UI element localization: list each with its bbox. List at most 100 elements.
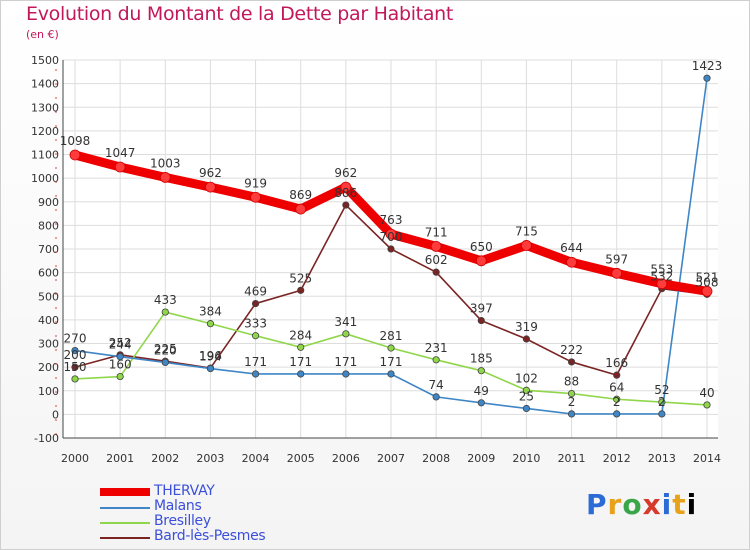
proxiti-logo: Proxiti xyxy=(586,488,697,521)
y-tick-label: 100 xyxy=(38,385,59,398)
data-label: 886 xyxy=(334,186,357,200)
data-label: 1423 xyxy=(692,59,723,73)
data-label: 74 xyxy=(429,378,444,392)
data-label: 196 xyxy=(199,349,222,363)
data-point xyxy=(613,395,621,403)
chart-title: Evolution du Montant de la Dette par Hab… xyxy=(26,3,454,25)
data-label: 284 xyxy=(289,328,312,342)
data-point xyxy=(251,299,260,308)
data-label: 2 xyxy=(658,395,666,409)
data-label: 2 xyxy=(613,395,621,409)
data-point xyxy=(656,278,668,290)
data-label: 711 xyxy=(425,225,448,239)
data-point xyxy=(432,356,440,364)
y-tick-label: 1000 xyxy=(31,172,59,185)
data-point xyxy=(387,370,395,378)
data-label: 194 xyxy=(199,350,222,364)
data-point xyxy=(432,393,440,401)
data-point xyxy=(567,389,576,398)
data-point xyxy=(205,181,216,193)
y-tick-label: 0 xyxy=(52,408,59,421)
data-label: 171 xyxy=(289,355,312,369)
data-label: 244 xyxy=(109,338,132,352)
data-point xyxy=(71,375,79,383)
data-label: 225 xyxy=(154,342,177,356)
data-label: 222 xyxy=(560,343,583,357)
data-label: 171 xyxy=(380,355,403,369)
data-point xyxy=(116,353,124,361)
x-tick-label: 2006 xyxy=(332,452,360,465)
legend-label-bard-les-pesmes: Bard-lès-Pesmes xyxy=(154,528,266,544)
data-point xyxy=(432,268,440,276)
x-tick-label: 2007 xyxy=(377,452,405,465)
data-label: 2 xyxy=(568,395,576,409)
data-point xyxy=(295,203,307,215)
x-tick-label: 2013 xyxy=(648,452,676,465)
legend-label-thervay: THERVAY xyxy=(154,483,215,499)
data-point xyxy=(658,410,666,418)
data-label: 160 xyxy=(109,358,132,372)
data-point xyxy=(161,358,169,366)
data-point xyxy=(114,161,126,173)
data-label: 869 xyxy=(289,188,312,202)
legend-swatch-bard-les-pesmes xyxy=(100,537,150,539)
data-point xyxy=(477,399,485,407)
data-label: 171 xyxy=(334,355,357,369)
y-tick-label: 1200 xyxy=(31,125,59,138)
data-point xyxy=(340,181,352,193)
data-label: 49 xyxy=(474,384,489,398)
logo-letter: t xyxy=(672,488,687,521)
data-label: 962 xyxy=(334,166,357,180)
data-label: 52 xyxy=(654,383,669,397)
data-label: 200 xyxy=(64,348,87,362)
logo-letter: P xyxy=(586,488,608,521)
x-tick-label: 2004 xyxy=(242,452,270,465)
data-point xyxy=(477,316,485,325)
data-point xyxy=(703,74,711,82)
x-tick-label: 2014 xyxy=(693,452,721,465)
logo-letter: i xyxy=(686,488,698,521)
legend-swatch-malans xyxy=(100,507,150,509)
data-point xyxy=(159,172,171,183)
y-tick-label: 500 xyxy=(38,290,59,303)
data-label: 433 xyxy=(154,293,177,307)
data-point xyxy=(703,401,711,409)
data-label: 644 xyxy=(560,241,583,255)
data-label: 469 xyxy=(244,285,267,299)
data-label: 171 xyxy=(244,355,267,369)
data-point xyxy=(566,256,577,268)
logo-letter: o xyxy=(622,488,643,521)
data-label: 553 xyxy=(650,263,673,277)
y-tick-label: 1400 xyxy=(31,78,59,91)
data-point xyxy=(297,370,305,378)
data-point xyxy=(206,320,215,328)
data-point xyxy=(116,372,124,381)
data-label: 319 xyxy=(515,320,538,334)
chart-subtitle: (en €) xyxy=(26,28,59,41)
y-tick-label: 900 xyxy=(38,196,59,209)
x-tick-label: 2008 xyxy=(422,452,450,465)
logo-letter: x xyxy=(642,488,662,521)
data-label: 602 xyxy=(425,253,448,267)
data-point xyxy=(521,240,532,251)
data-point xyxy=(71,346,79,355)
data-label: 25 xyxy=(519,389,534,403)
legend-label-bresilley: Bresilley xyxy=(154,513,211,529)
x-tick-label: 2010 xyxy=(512,452,540,465)
x-tick-label: 2000 xyxy=(61,452,89,465)
x-tick-label: 2012 xyxy=(603,452,631,465)
data-point xyxy=(297,286,305,294)
data-label: 150 xyxy=(64,360,87,374)
data-label: 231 xyxy=(425,341,448,355)
data-point xyxy=(567,410,576,418)
data-point xyxy=(297,343,305,351)
data-point xyxy=(251,370,260,378)
data-label: 384 xyxy=(199,305,222,319)
data-label: 715 xyxy=(515,224,538,238)
data-label: 962 xyxy=(199,166,222,180)
data-point xyxy=(567,358,576,366)
data-label: 252 xyxy=(109,336,132,350)
data-point xyxy=(613,410,621,418)
data-label: 185 xyxy=(470,352,493,366)
data-point xyxy=(161,308,169,316)
